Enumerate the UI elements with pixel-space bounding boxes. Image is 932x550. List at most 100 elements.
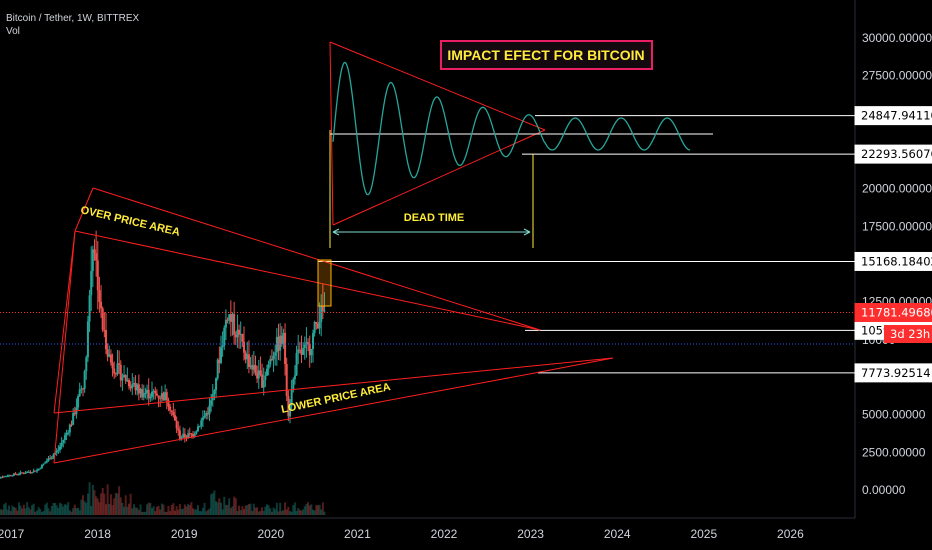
candle-body <box>198 426 201 428</box>
candle-body <box>218 359 221 363</box>
volume-bar <box>127 503 130 515</box>
price-level-tag-bg <box>854 251 932 271</box>
volume-bar <box>149 502 152 515</box>
countdown-tag: 3d 23h <box>890 327 930 341</box>
volume-bar <box>52 502 55 515</box>
candle-body <box>190 433 193 435</box>
candle-body <box>167 400 170 407</box>
candle-body <box>3 476 6 478</box>
volume-bar <box>246 505 249 515</box>
volume-bar <box>90 505 93 515</box>
candle-body <box>100 301 103 309</box>
candle-body <box>103 329 106 331</box>
volume-bar <box>68 510 71 515</box>
volume-bar <box>80 499 83 515</box>
y-tick-label: 2500.00000 <box>862 445 926 459</box>
candle-body <box>169 406 172 411</box>
candle-body <box>279 335 282 351</box>
volume-bar <box>24 508 27 515</box>
volume-bar <box>162 504 165 515</box>
volume-bar <box>234 498 237 515</box>
candle-body <box>78 389 81 397</box>
volume-bar <box>236 511 239 515</box>
candle-body <box>323 310 326 312</box>
volume-bar <box>167 505 170 515</box>
candle-body <box>137 384 140 394</box>
candle-body <box>210 400 213 406</box>
volume-bar <box>247 504 250 515</box>
current-price-tag: 11781.49680 <box>861 305 932 319</box>
volume-bar <box>254 507 257 515</box>
volume-bar <box>226 504 229 515</box>
candle-body <box>60 442 63 447</box>
candle-body <box>62 439 65 443</box>
volume-bar <box>316 505 319 515</box>
volume-bar <box>252 503 255 515</box>
candle-body <box>50 457 53 460</box>
volume-bar <box>75 508 78 515</box>
candle-body <box>233 314 236 335</box>
candle-body <box>11 475 14 477</box>
candle-body <box>201 417 204 421</box>
volume-bar <box>270 511 273 515</box>
volume-bar <box>259 510 262 515</box>
wave-triangle-top <box>329 41 546 131</box>
volume-bar <box>104 504 107 515</box>
volume-bar <box>0 509 2 515</box>
volume-bar <box>187 503 190 515</box>
candle-body <box>219 347 222 363</box>
volume-bar <box>6 509 9 515</box>
x-tick-label: 2020 <box>257 527 284 541</box>
candle-body <box>68 424 71 433</box>
time-axis: 2017 2018 2019 2020 2021 2022 2023 2024 2025 2026 <box>0 527 804 541</box>
volume-bar <box>224 504 227 515</box>
candle-body <box>27 471 30 473</box>
volume-bar <box>37 507 40 515</box>
candle-body <box>292 379 295 390</box>
candle-body <box>9 475 12 477</box>
candle-body <box>14 473 17 475</box>
y-tick-label: 30000.00000 <box>862 31 932 45</box>
candle-body <box>315 322 318 325</box>
candle-body <box>228 314 231 321</box>
candle-body <box>254 364 257 373</box>
volume-bar <box>9 511 12 515</box>
chart-title: IMPACT EFECT FOR BITCOIN <box>447 47 644 63</box>
candle-body <box>32 470 35 473</box>
volume-bar <box>132 504 135 515</box>
candle-body <box>298 349 301 351</box>
candle-body <box>178 430 181 440</box>
volume-bar <box>284 502 287 515</box>
volume-bar <box>262 511 265 515</box>
volume-bar <box>185 506 188 515</box>
volume-bar <box>290 511 293 515</box>
candle-body <box>31 472 34 474</box>
volume-bar <box>275 502 278 515</box>
candle-body <box>19 472 22 475</box>
candle-body <box>234 334 237 338</box>
candle-body <box>265 368 268 376</box>
candle-body <box>77 396 80 408</box>
volume-bar <box>295 510 298 515</box>
x-tick-label: 2024 <box>604 527 631 541</box>
volume-bar <box>313 510 316 515</box>
candle-body <box>269 359 272 365</box>
candle-body <box>316 324 319 329</box>
candle-body <box>98 290 101 302</box>
candle-body <box>229 314 232 322</box>
volume-bar <box>164 511 167 515</box>
volume-bar <box>323 511 326 515</box>
volume-bar <box>70 511 73 515</box>
candle-body <box>241 334 244 342</box>
candle-body <box>81 388 84 390</box>
volume-bar <box>65 504 68 515</box>
candle-body <box>123 374 126 378</box>
volume-bar <box>183 504 186 515</box>
candle-body <box>127 379 130 387</box>
volume-bar <box>78 510 81 515</box>
volume-bar <box>72 508 75 515</box>
candle-body <box>111 362 114 369</box>
candle-body <box>270 359 273 361</box>
volume-bar <box>124 495 127 515</box>
